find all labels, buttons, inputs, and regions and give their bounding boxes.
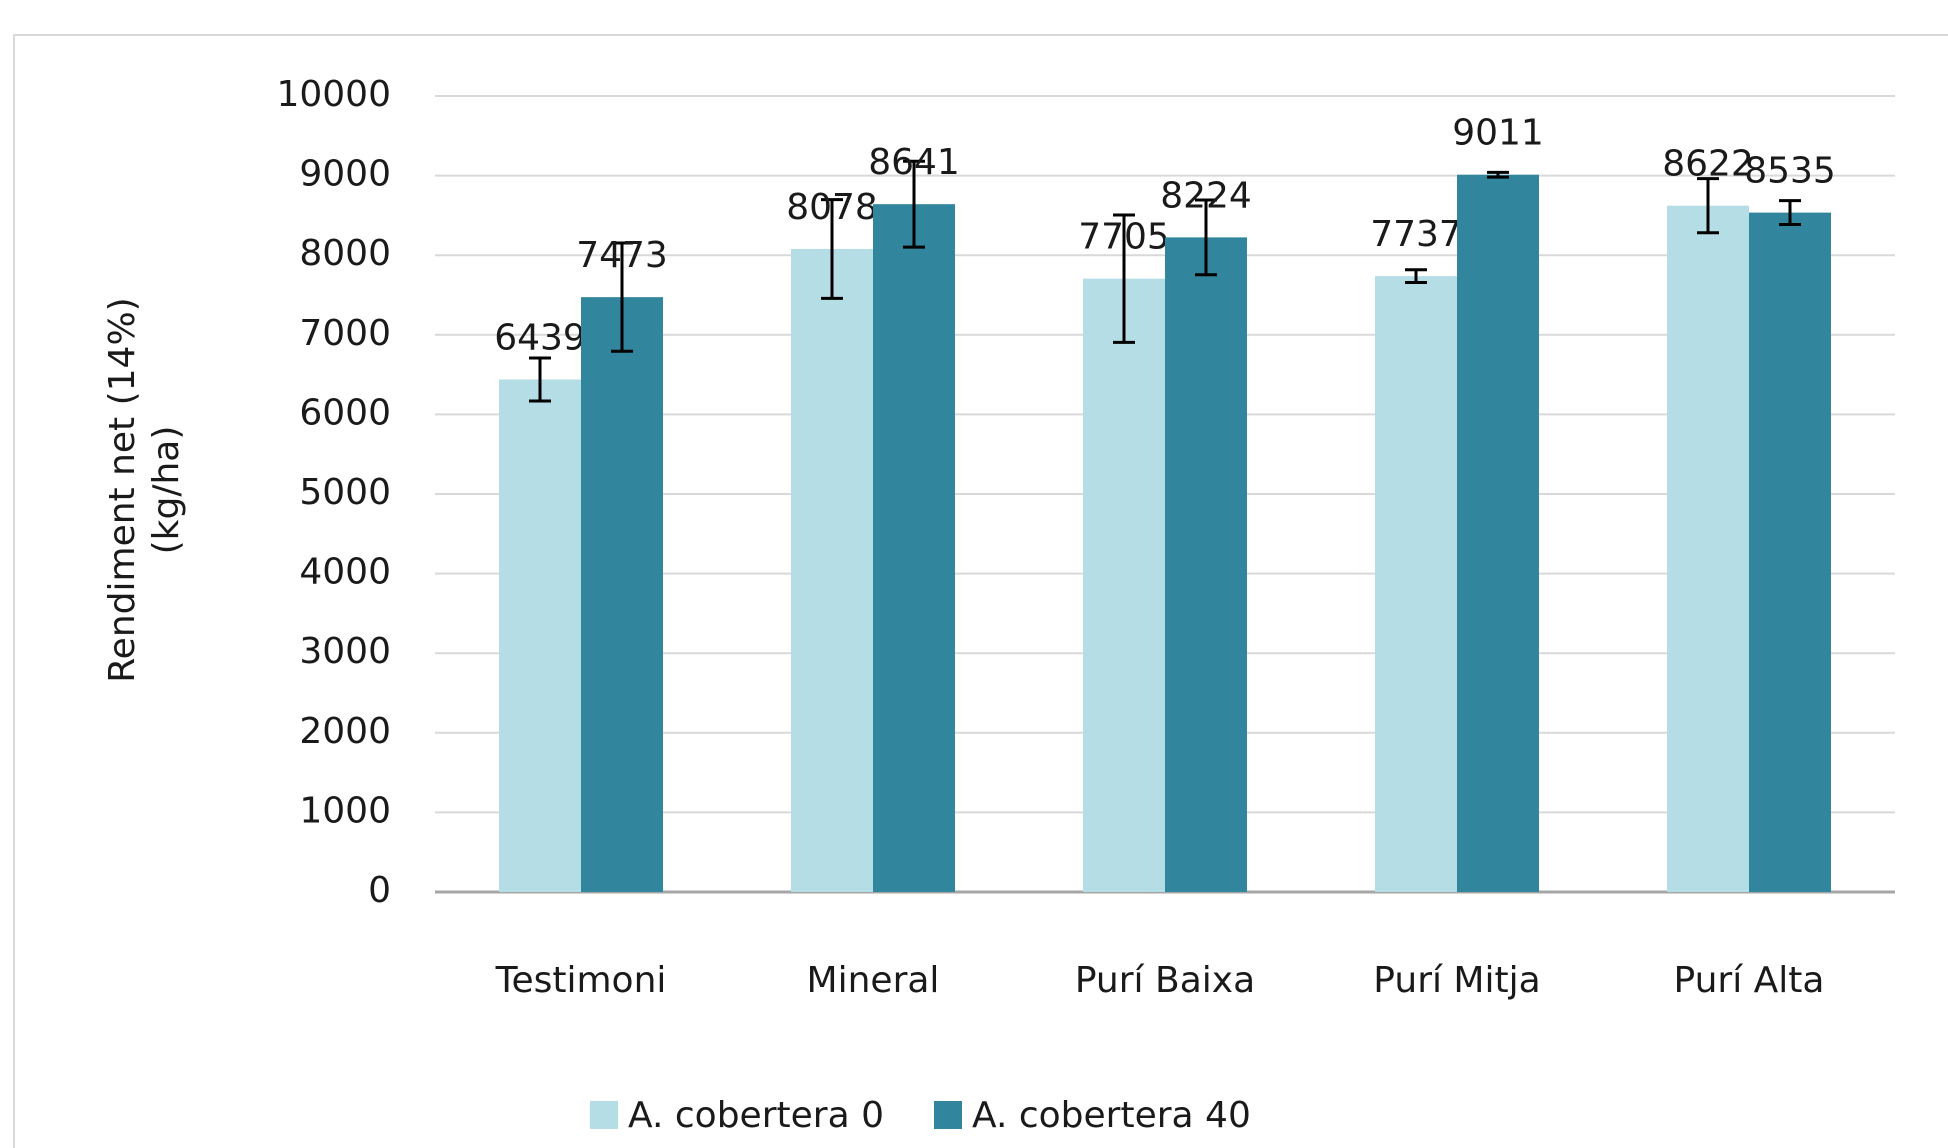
bar [1749, 212, 1831, 892]
data-label: 6439 [494, 317, 586, 358]
data-label: 8535 [1744, 151, 1836, 192]
y-tick-label: 0 [368, 870, 391, 911]
bar [1667, 205, 1749, 893]
legend-label: A. cobertera 40 [972, 1095, 1251, 1136]
y-axis-label: (kg/ha) [146, 426, 187, 555]
y-tick-label: 2000 [299, 711, 391, 752]
data-label: 7705 [1078, 217, 1170, 258]
data-label: 8224 [1160, 175, 1252, 216]
y-tick-label: 7000 [299, 313, 391, 354]
y-tick-label: 4000 [299, 552, 391, 593]
y-tick-label: 1000 [299, 790, 391, 831]
data-label: 7473 [576, 235, 668, 276]
bar [1083, 278, 1165, 892]
data-label: 8622 [1662, 144, 1754, 185]
data-label: 8078 [786, 187, 878, 228]
bar [791, 248, 873, 892]
x-tick-label: Purí Mitja [1373, 960, 1540, 1001]
legend-swatch [933, 1101, 962, 1129]
bar [499, 379, 581, 893]
bar [1165, 237, 1247, 892]
x-tick-label: Mineral [807, 960, 940, 1001]
y-tick-label: 6000 [299, 392, 391, 433]
x-tick-label: Purí Baixa [1075, 960, 1255, 1001]
y-tick-label: 9000 [299, 154, 391, 195]
y-tick-label: 3000 [299, 631, 391, 672]
legend-swatch [590, 1101, 618, 1129]
y-tick-label: 8000 [299, 233, 391, 274]
y-axis-label: Rendiment net (14%) [102, 297, 143, 682]
y-tick-label: 5000 [299, 472, 391, 513]
bar [1375, 276, 1457, 893]
data-label: 8641 [868, 142, 960, 183]
chart-border [13, 34, 1948, 1148]
bar [873, 204, 955, 893]
data-label: 9011 [1452, 113, 1544, 154]
bar [1457, 174, 1539, 893]
data-label: 7737 [1370, 214, 1462, 255]
bar [581, 297, 663, 893]
x-tick-label: Purí Alta [1674, 960, 1825, 1001]
x-tick-label: Testimoni [495, 960, 667, 1001]
y-tick-label: 10000 [276, 74, 391, 115]
legend-label: A. cobertera 0 [628, 1095, 884, 1136]
